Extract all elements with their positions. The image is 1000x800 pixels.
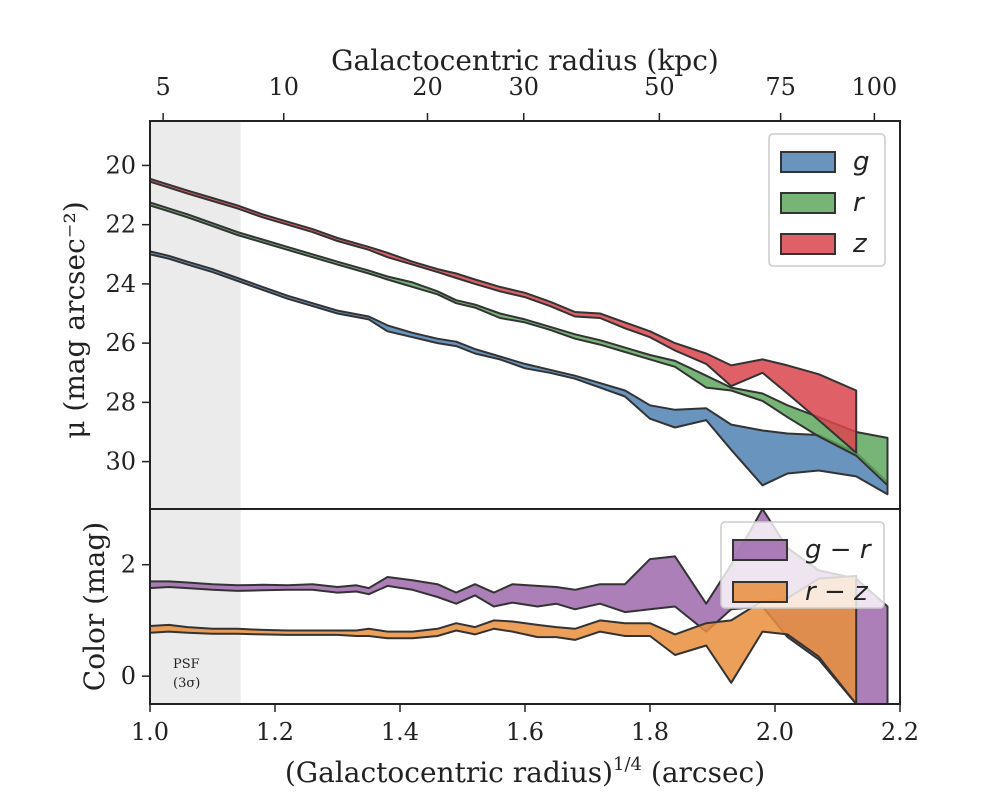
- xlabel-unit: (arcsec): [642, 756, 765, 789]
- top-x-axis-title: Galactocentric radius (kpc): [331, 44, 719, 77]
- band-z: [150, 177, 858, 454]
- top-x-tick-label: 30: [508, 73, 539, 101]
- top-y-ticks: 20 22 24 26 28 30: [105, 151, 150, 476]
- bottom-x-axis-label: (Galactocentric radius)1/4 (arcsec): [285, 754, 765, 789]
- y-tick-label: 2: [121, 551, 136, 579]
- x-tick-label: 1.6: [506, 718, 544, 746]
- x-tick-label: 1.2: [256, 718, 294, 746]
- top-panel: 20 22 24 26 28 30 5 10 20 30 50 75 100 Galactocentr…: [58, 44, 901, 510]
- y-tick-label: 28: [105, 388, 136, 416]
- bottom-y-axis-label: Color (mag): [78, 522, 111, 691]
- x-tick-label: 1.8: [631, 718, 669, 746]
- legend-swatch-g-r: [732, 539, 788, 561]
- legend-label-z: z: [852, 229, 868, 259]
- bottom-x-ticks: 1.0 1.2 1.4 1.6 1.8 2.0 2.2: [131, 704, 919, 746]
- x-tick-label: 1.0: [131, 718, 169, 746]
- bottom-panel: 02 1.0 1.2 1.4 1.6 1.8 2.0 2.2 PSF (3σ) Color …: [78, 508, 919, 789]
- y-tick-label: 0: [121, 662, 136, 690]
- xlabel-superscript: 1/4: [613, 754, 642, 775]
- y-tick-label: 22: [105, 211, 136, 239]
- band-rz: [150, 574, 858, 704]
- legend-label-r: r: [853, 188, 866, 218]
- top-x-tick-label: 5: [155, 73, 170, 101]
- psf-annotation-sigma: (3σ): [173, 676, 200, 691]
- band-g: [150, 250, 889, 496]
- top-x-tick-label: 75: [765, 73, 796, 101]
- top-x-tick-label: 20: [412, 73, 443, 101]
- bottom-legend: g − r r − z: [720, 521, 885, 609]
- y-tick-label: 26: [105, 329, 136, 357]
- legend-swatch-r-z: [732, 581, 788, 603]
- legend-swatch-g: [780, 151, 836, 173]
- top-y-axis-label: μ (mag arcsec⁻²): [58, 201, 91, 438]
- legend-label-g-r: g − r: [805, 535, 873, 565]
- top-x-tick-label: 100: [851, 73, 897, 101]
- psf-annotation-label: PSF: [173, 657, 200, 672]
- psf-region-bottom: [150, 509, 241, 704]
- legend-label-r-z: r − z: [805, 577, 869, 607]
- legend-swatch-z: [780, 233, 836, 255]
- x-tick-label: 2.2: [881, 718, 919, 746]
- band-r: [150, 201, 889, 487]
- top-x-tick-label: 10: [268, 73, 299, 101]
- bottom-y-ticks: 02: [121, 551, 150, 690]
- x-tick-label: 2.0: [756, 718, 794, 746]
- xlabel-base: (Galactocentric radius): [285, 756, 613, 789]
- psf-region-top: [150, 121, 241, 509]
- x-tick-label: 1.4: [381, 718, 419, 746]
- top-legend: grz: [768, 133, 886, 267]
- y-tick-label: 20: [105, 151, 136, 179]
- legend-swatch-r: [780, 192, 836, 214]
- legend-label-g: g: [853, 147, 870, 177]
- y-tick-label: 30: [105, 448, 136, 476]
- top-x-tick-label: 50: [644, 73, 675, 101]
- top-series-layer: [150, 177, 889, 496]
- y-tick-label: 24: [105, 270, 136, 298]
- top-secondary-x-ticks: 5 10 20 30 50 75 100: [155, 73, 897, 121]
